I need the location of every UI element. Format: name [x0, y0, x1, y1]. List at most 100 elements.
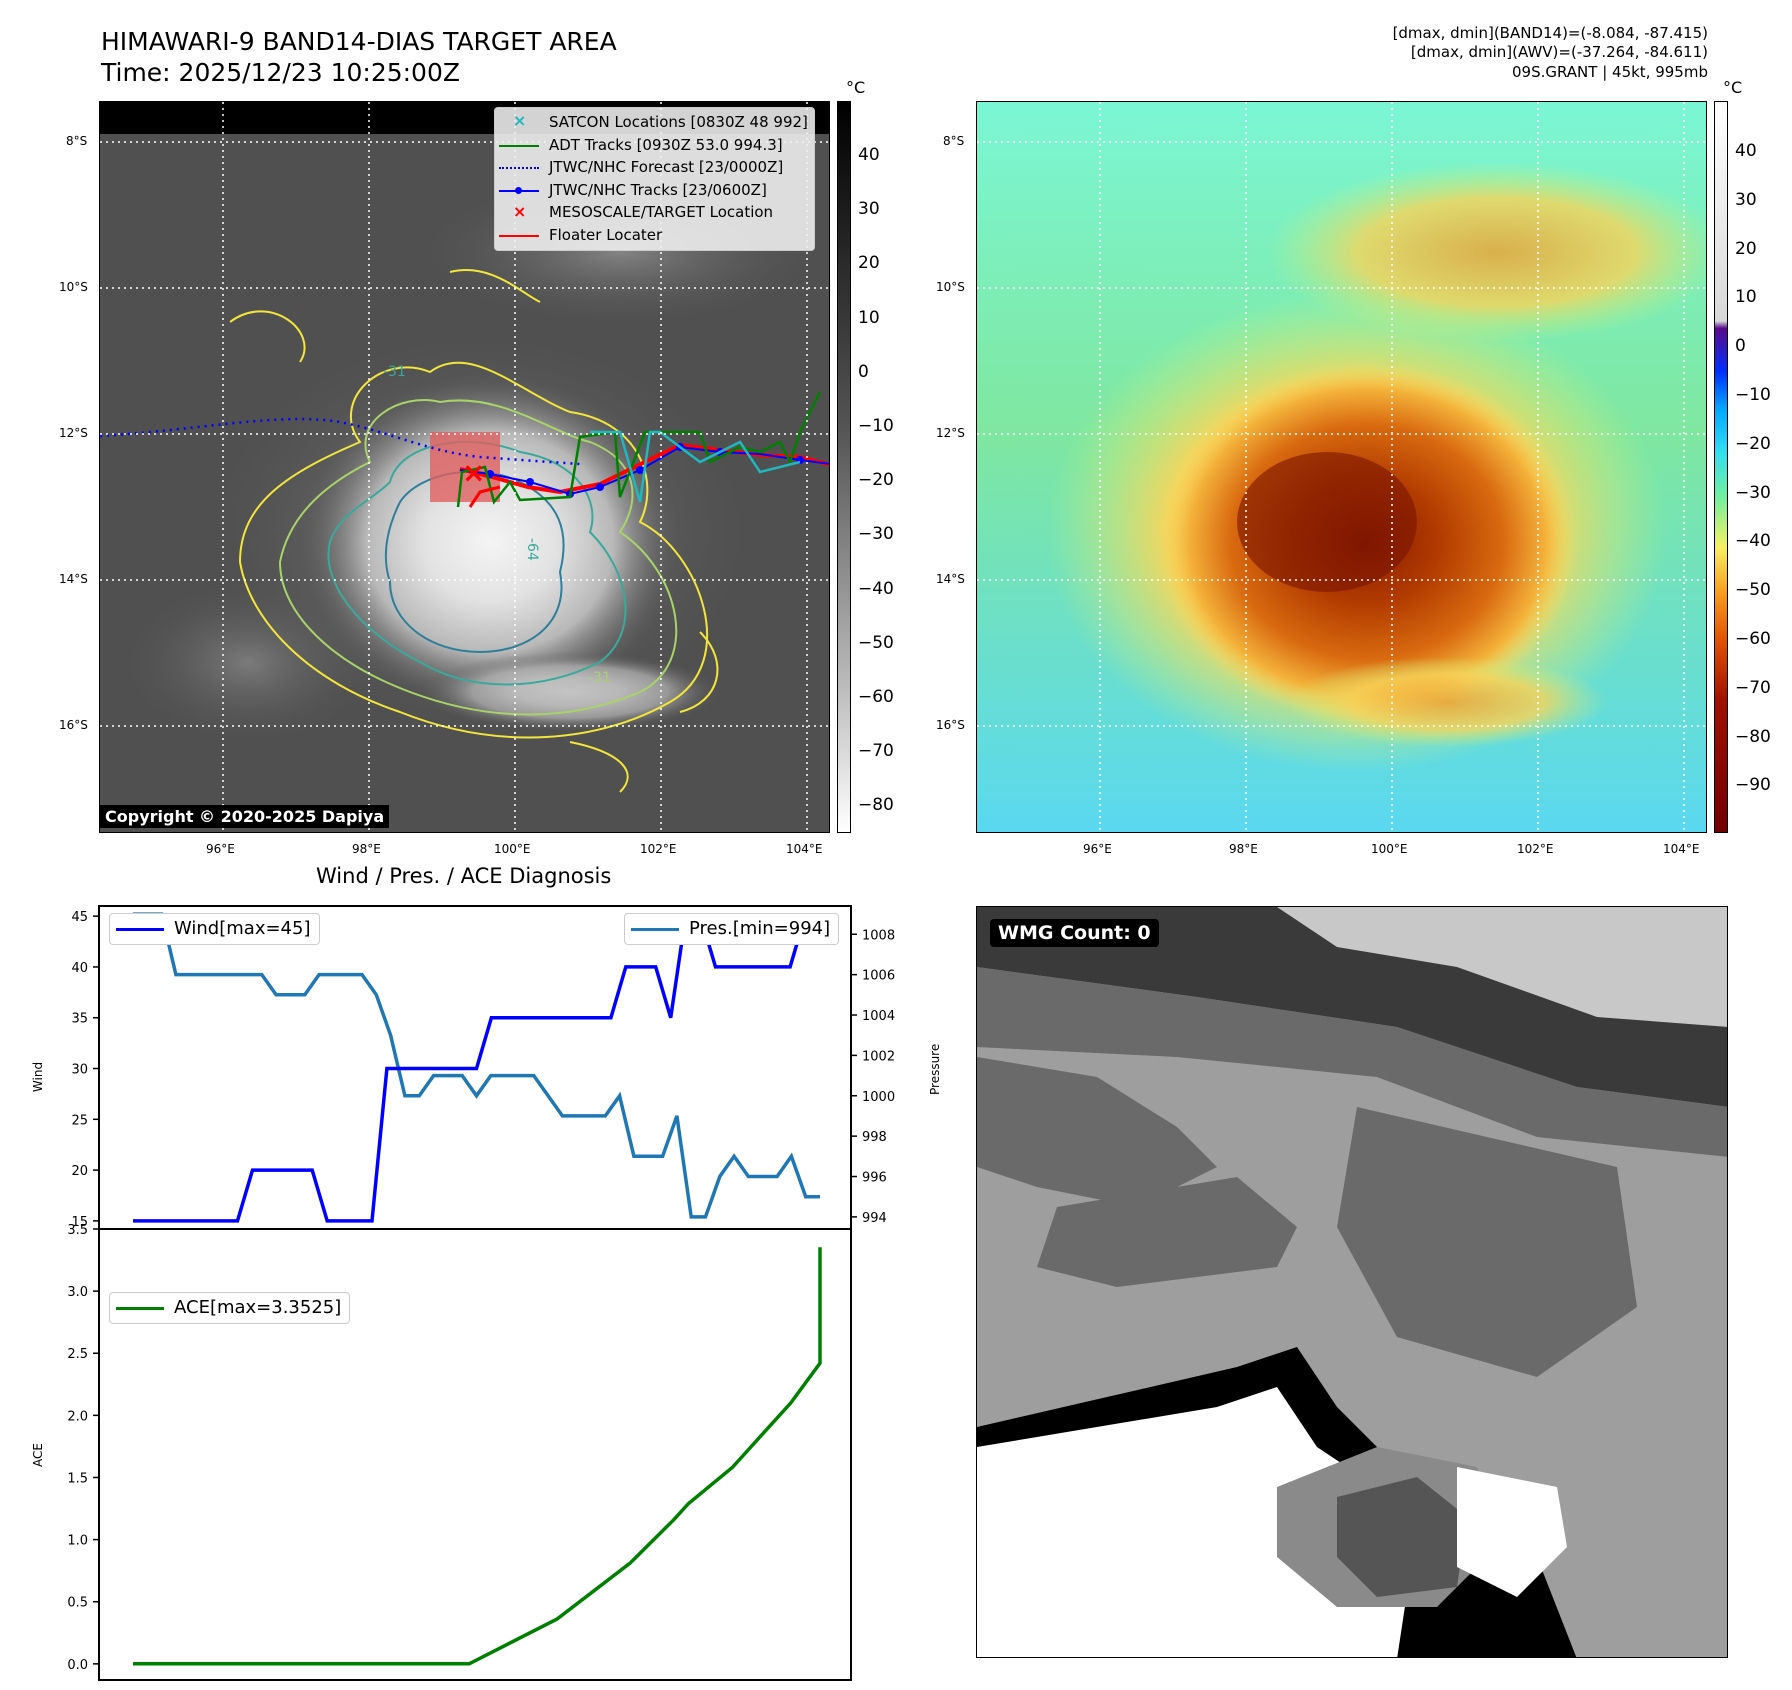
- ir-enhanced-map[interactable]: [976, 101, 1707, 833]
- colorbar-gray-tick: −80: [858, 795, 894, 816]
- lat-label: 8°S: [943, 134, 965, 148]
- diagnosis-chart: 15 20 25 30 35 40 45 994 996 998 1000 1002 1004 1006…: [31, 905, 895, 1681]
- colorbar-gray-tick: −30: [858, 524, 894, 545]
- line-dot-icon: [499, 182, 539, 198]
- x-marker-icon: ×: [513, 111, 527, 131]
- legend-floater: Floater Locater: [499, 224, 808, 247]
- pressure-tick-label: 994: [862, 1211, 887, 1226]
- lat-label: 12°S: [936, 426, 965, 440]
- ir-grayscale-map[interactable]: -31 -64 -31 ×: [99, 101, 830, 833]
- colorbar-color-tick: 40: [1735, 141, 1757, 161]
- lon-label: 100°E: [1371, 842, 1408, 856]
- colorbar-color-tick: 20: [1735, 238, 1757, 259]
- line-swatch-icon: [499, 137, 539, 153]
- colorbar-color-tick: −50: [1735, 580, 1771, 601]
- wind-series-line: [133, 914, 820, 1223]
- wind-tick-label: 20: [71, 1164, 88, 1179]
- pressure-legend: Pres.[min=994]: [624, 913, 840, 945]
- ace-axis-label: ACE: [31, 1443, 45, 1467]
- info-awv-range: [dmax, dmin](AWV)=(-37.264, -84.611): [1410, 43, 1708, 61]
- ace-tick-label: 2.0: [67, 1409, 88, 1424]
- ace-tick-label: 2.5: [67, 1347, 88, 1362]
- lat-label: 16°S: [59, 718, 88, 732]
- wmg-canvas: [977, 907, 1727, 1657]
- copyright-badge: Copyright © 2020-2025 Dapiya: [100, 805, 390, 828]
- wmg-panel[interactable]: WMG Count: 0: [976, 906, 1728, 1658]
- line-swatch-icon: [116, 923, 164, 935]
- ace-axis-ticks: 0.0 0.5 1.0 1.5 2.0 2.5 3.0 3.5: [67, 1223, 99, 1673]
- wind-legend: Wind[max=45]: [109, 913, 320, 945]
- ace-tick-label: 0.5: [67, 1596, 88, 1611]
- pressure-series-line: [133, 912, 820, 1219]
- svg-text:×: ×: [462, 456, 485, 489]
- ace-series-line: [133, 1247, 822, 1666]
- colorbar-color: [1714, 101, 1728, 833]
- legend-adt: ADT Tracks [0930Z 53.0 994.3]: [499, 134, 808, 157]
- ace-tick-label: 3.5: [67, 1223, 88, 1238]
- ace-tick-label: 0.0: [67, 1658, 88, 1673]
- page-title: HIMAWARI-9 BAND14-DIAS TARGET AREA: [101, 27, 617, 56]
- lat-label: 14°S: [59, 572, 88, 586]
- wind-tick-label: 25: [71, 1113, 88, 1128]
- pressure-tick-label: 1004: [862, 1009, 895, 1024]
- lat-label: 14°S: [936, 572, 965, 586]
- colorbar-gray-tick: −70: [858, 741, 894, 762]
- colorbar-color-tick: −60: [1735, 629, 1771, 649]
- ace-tick-label: 3.0: [67, 1285, 88, 1300]
- colorbar-color-tick: 10: [1735, 287, 1757, 308]
- wind-axis-ticks: 15 20 25 30 35 40 45: [71, 910, 99, 1230]
- colorbar-color-tick: −10: [1735, 385, 1771, 405]
- line-swatch-icon: [631, 923, 679, 935]
- colorbar-gray-tick: 40: [858, 145, 880, 165]
- lon-label: 96°E: [206, 842, 235, 856]
- colorbar-gray-tick: 10: [858, 307, 880, 328]
- wind-tick-label: 30: [71, 1063, 88, 1078]
- contour-label-31-north: -31: [383, 364, 406, 380]
- pressure-axis-label: Pressure: [928, 1043, 942, 1095]
- pressure-tick-label: 1002: [862, 1049, 895, 1064]
- colorbar-gray-tick: −10: [858, 416, 894, 436]
- colorbar-color-tick: −20: [1735, 433, 1771, 454]
- colorbar-color-tick: −90: [1735, 775, 1771, 796]
- diagnosis-title: Wind / Pres. / ACE Diagnosis: [316, 864, 612, 888]
- lon-label: 102°E: [1517, 842, 1554, 856]
- lat-label: 16°S: [936, 718, 965, 732]
- x-marker-icon: ×: [513, 201, 527, 221]
- contour-label-64: -64: [524, 538, 540, 561]
- lon-label: 98°E: [1229, 842, 1258, 856]
- ace-tick-label: 1.0: [67, 1534, 88, 1549]
- lat-label: 8°S: [66, 134, 88, 148]
- colorbar-color-tick: −40: [1735, 531, 1771, 552]
- lat-label: 10°S: [59, 280, 88, 294]
- lon-label: 102°E: [640, 842, 677, 856]
- map-legend: × SATCON Locations [0830Z 48 992] ADT Tr…: [494, 107, 815, 251]
- wind-axis-label: Wind: [31, 1062, 45, 1092]
- lon-label: 104°E: [786, 842, 823, 856]
- colorbar-gray-unit: °C: [846, 78, 866, 97]
- lon-label: 100°E: [494, 842, 531, 856]
- colorbar-color-tick: −70: [1735, 677, 1771, 698]
- wind-tick-label: 40: [71, 961, 88, 976]
- pressure-tick-label: 1008: [862, 928, 895, 943]
- lat-label: 12°S: [59, 426, 88, 440]
- wind-tick-label: 35: [71, 1012, 88, 1027]
- legend-mesoscale: × MESOSCALE/TARGET Location: [499, 201, 808, 224]
- enhanced-map-canvas: [977, 102, 1706, 832]
- page-timestamp: Time: 2025/12/23 10:25:00Z: [101, 58, 460, 87]
- colorbar-gray-tick: −50: [858, 632, 894, 653]
- contour-label-31-south: -31: [588, 670, 611, 686]
- pressure-axis-ticks: 994 996 998 1000 1002 1004 1006 1008: [851, 928, 895, 1226]
- ace-tick-label: 1.5: [67, 1471, 88, 1486]
- lon-label: 98°E: [352, 842, 381, 856]
- pressure-tick-label: 1006: [862, 969, 895, 984]
- pressure-tick-label: 1000: [862, 1090, 895, 1105]
- dotted-line-icon: [499, 159, 539, 175]
- colorbar-gray-tick: −40: [858, 578, 894, 599]
- colorbar-gray-tick: −60: [858, 687, 894, 707]
- wind-tick-label: 45: [71, 910, 88, 925]
- ace-frame: [98, 1228, 852, 1681]
- colorbar-color-tick: 0: [1735, 336, 1746, 357]
- colorbar-gray-tick: −20: [858, 470, 894, 491]
- lon-label: 104°E: [1663, 842, 1700, 856]
- pressure-tick-label: 996: [862, 1171, 887, 1186]
